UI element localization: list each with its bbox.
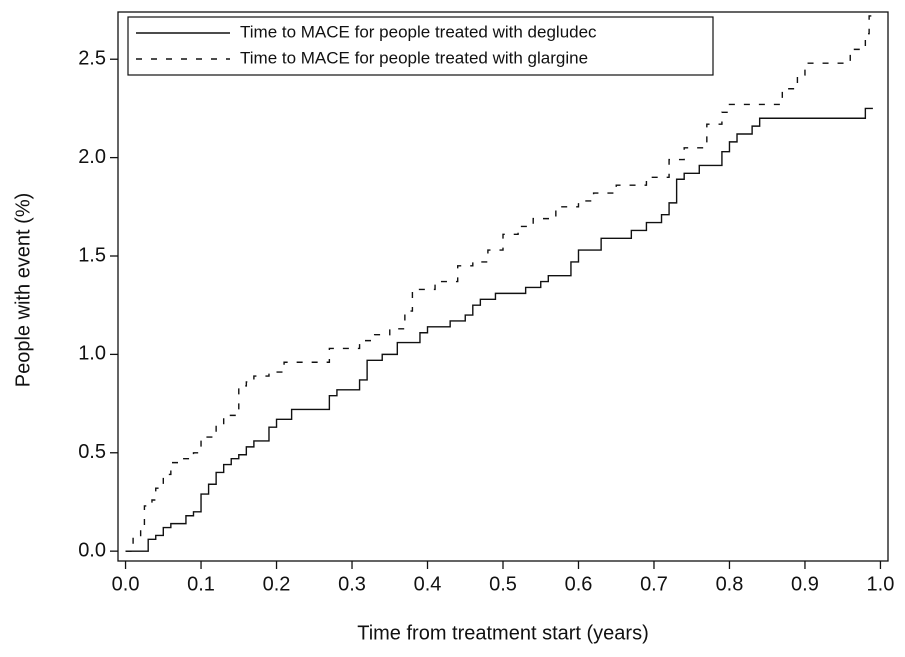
y-tick-label: 0.5 — [78, 441, 106, 463]
x-tick-label: 0.5 — [489, 573, 517, 595]
plot-frame — [117, 11, 889, 562]
y-tick-label: 1.0 — [78, 343, 106, 365]
series-line — [125, 107, 873, 552]
x-tick-label: 0.1 — [187, 573, 215, 595]
y-tick-label: 2.5 — [78, 48, 106, 70]
x-tick-label: 0.9 — [791, 573, 819, 595]
legend-label: Time to MACE for people treated with deg… — [240, 22, 597, 41]
x-tick-label: 0.8 — [716, 573, 744, 595]
x-tick-label: 0.6 — [565, 573, 593, 595]
y-axis-label: People with event (%) — [12, 193, 34, 388]
series-line — [125, 15, 873, 552]
x-tick-label: 1.0 — [867, 573, 895, 595]
x-tick-label: 0.3 — [338, 573, 366, 595]
x-tick-label: 0.0 — [112, 573, 140, 595]
x-tick-label: 0.4 — [414, 573, 442, 595]
x-axis-label: Time from treatment start (years) — [357, 622, 649, 644]
y-tick-label: 0.0 — [78, 539, 106, 561]
x-tick-label: 0.7 — [640, 573, 668, 595]
legend-label: Time to MACE for people treated with gla… — [240, 48, 588, 67]
y-tick-label: 1.5 — [78, 244, 106, 266]
legend-box — [127, 16, 714, 76]
y-tick-label: 2.0 — [78, 146, 106, 168]
x-tick-label: 0.2 — [263, 573, 291, 595]
